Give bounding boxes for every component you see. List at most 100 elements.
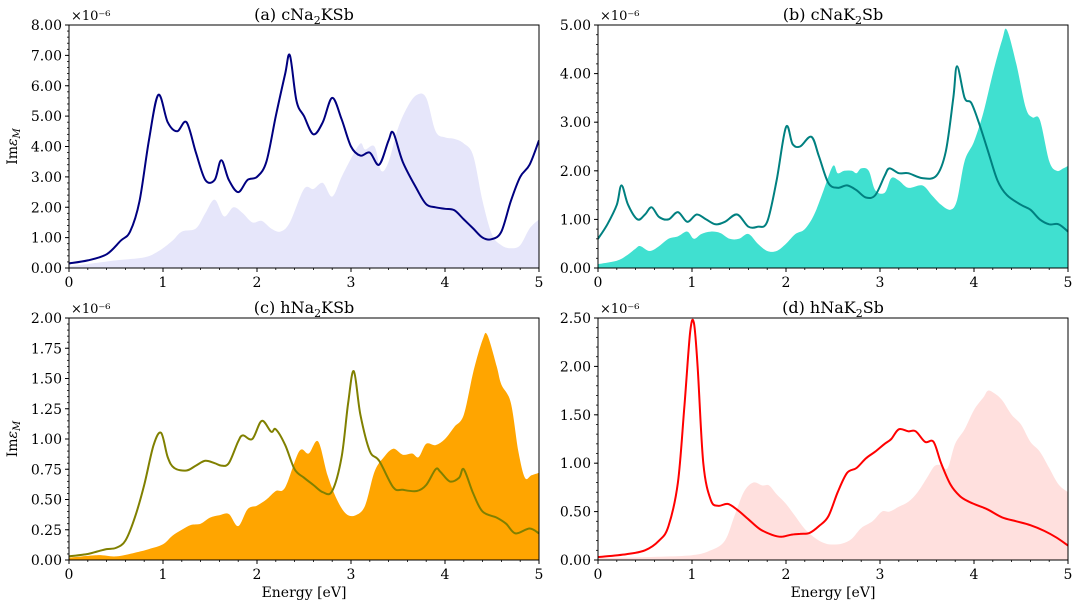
axis-offset-label: ×10⁻⁶ bbox=[71, 9, 111, 24]
x-tick-label: 0 bbox=[65, 567, 74, 583]
title-main: (a) cNa bbox=[254, 5, 314, 24]
y-tick-label: 1.50 bbox=[31, 372, 62, 388]
y-tick-label: 0.00 bbox=[560, 261, 591, 277]
x-tick-label: 3 bbox=[347, 275, 356, 291]
x-tick-label: 3 bbox=[876, 567, 885, 583]
plot-area bbox=[598, 318, 1068, 560]
title-subscript: 2 bbox=[314, 307, 321, 320]
x-tick-label: 4 bbox=[441, 275, 450, 291]
x-tick-label: 5 bbox=[1064, 567, 1073, 583]
y-tick-label: 1.00 bbox=[31, 231, 62, 247]
panel-title: (b) cNaK2Sb bbox=[783, 5, 883, 27]
x-tick-label: 3 bbox=[876, 275, 885, 291]
y-tick-label: 0.00 bbox=[31, 553, 62, 569]
y-tick-label: 2.00 bbox=[31, 311, 62, 327]
axis-offset-label: ×10⁻⁶ bbox=[71, 302, 111, 317]
panel-a: 0 1 2 3 4 5 0.00 1.00 2.00 3.00 4.00 5.00 6.00 7.00 8.… bbox=[5, 5, 543, 291]
x-tick-label: 2 bbox=[253, 275, 262, 291]
y-axis-label: ImεM bbox=[5, 420, 23, 457]
panel-title: (a) cNa2KSb bbox=[254, 5, 354, 27]
x-tick-label: 4 bbox=[970, 567, 979, 583]
title-rest: KSb bbox=[321, 5, 354, 24]
y-tick-label: 0.25 bbox=[31, 523, 62, 539]
y-tick-label: 1.50 bbox=[560, 408, 591, 424]
axis-offset-label: ×10⁻⁶ bbox=[600, 302, 640, 317]
title-subscript: 2 bbox=[314, 14, 321, 27]
y-label-subscript: M bbox=[12, 420, 23, 432]
panel-b: 0 1 2 3 4 5 0.00 1.00 2.00 3.00 4.00 5.00 ×10⁻⁶ (b) c… bbox=[560, 5, 1073, 291]
title-subscript: 2 bbox=[855, 14, 862, 27]
series-fill-area bbox=[69, 93, 539, 268]
panel-title: (d) hNaK2Sb bbox=[782, 298, 884, 320]
x-axis-label: Energy [eV] bbox=[262, 585, 347, 601]
series-fill-area bbox=[69, 332, 539, 560]
title-main: (c) hNa bbox=[254, 298, 315, 317]
x-tick-label: 1 bbox=[159, 567, 168, 583]
y-tick-label: 2.00 bbox=[31, 200, 62, 216]
x-tick-label: 1 bbox=[688, 567, 697, 583]
axis-offset-label: ×10⁻⁶ bbox=[600, 9, 640, 24]
x-tick-label: 5 bbox=[535, 275, 544, 291]
y-label-im: Im bbox=[5, 438, 21, 457]
y-tick-label: 6.00 bbox=[31, 79, 62, 95]
y-tick-label: 0.50 bbox=[31, 493, 62, 509]
x-tick-label: 5 bbox=[535, 567, 544, 583]
x-tick-label: 5 bbox=[1064, 275, 1073, 291]
series-fill-area bbox=[598, 28, 1068, 268]
y-label-im: Im bbox=[5, 146, 21, 165]
plot-area bbox=[69, 332, 539, 560]
y-tick-label: 8.00 bbox=[31, 18, 62, 34]
y-tick-label: 7.00 bbox=[31, 48, 62, 64]
y-tick-label: 0.00 bbox=[560, 553, 591, 569]
title-rest: Sb bbox=[863, 298, 884, 317]
y-tick-label: 3.00 bbox=[560, 115, 591, 131]
y-tick-label: 1.00 bbox=[31, 432, 62, 448]
panel-d: 0 1 2 3 4 5 0.00 0.50 1.00 1.50 2.00 2.50 ×10⁻⁶ (d) h… bbox=[560, 298, 1073, 601]
axes-frame bbox=[597, 317, 1069, 561]
series-line bbox=[598, 65, 1068, 240]
y-tick-label: 0.00 bbox=[31, 261, 62, 277]
y-tick-label: 1.00 bbox=[560, 212, 591, 228]
title-main: (b) cNaK bbox=[783, 5, 856, 24]
y-tick-label: 5.00 bbox=[31, 109, 62, 125]
plot-area bbox=[598, 28, 1068, 268]
series-line bbox=[69, 53, 539, 265]
title-subscript: 2 bbox=[856, 307, 863, 320]
series-line bbox=[598, 318, 1068, 559]
title-rest: Sb bbox=[862, 5, 883, 24]
y-tick-label: 0.75 bbox=[31, 462, 62, 478]
x-tick-label: 1 bbox=[688, 275, 697, 291]
x-tick-label: 0 bbox=[594, 275, 603, 291]
y-tick-label: 4.00 bbox=[31, 140, 62, 156]
panel-c: 0 1 2 3 4 5 0.00 0.25 0.50 0.75 1.00 1.25 1.50 1.75 2.… bbox=[5, 298, 543, 601]
x-tick-label: 2 bbox=[253, 567, 262, 583]
plot-area bbox=[69, 53, 539, 268]
y-tick-label: 5.00 bbox=[560, 18, 591, 34]
y-tick-label: 1.25 bbox=[31, 402, 62, 418]
y-label-epsilon: ε bbox=[5, 138, 21, 146]
x-tick-label: 4 bbox=[970, 275, 979, 291]
y-tick-label: 2.00 bbox=[560, 359, 591, 375]
x-axis-label: Energy [eV] bbox=[791, 585, 876, 601]
title-main: (d) hNaK bbox=[782, 298, 857, 317]
y-label-subscript: M bbox=[12, 127, 23, 139]
y-tick-label: 1.00 bbox=[560, 456, 591, 472]
title-rest: KSb bbox=[321, 298, 354, 317]
y-tick-label: 3.00 bbox=[31, 170, 62, 186]
x-tick-label: 2 bbox=[782, 275, 791, 291]
series-fill-area bbox=[598, 390, 1068, 560]
x-tick-label: 0 bbox=[65, 275, 74, 291]
x-tick-label: 0 bbox=[594, 567, 603, 583]
y-tick-label: 2.00 bbox=[560, 164, 591, 180]
panel-title: (c) hNa2KSb bbox=[254, 298, 355, 320]
axes-frame bbox=[597, 24, 1069, 269]
y-tick-label: 2.50 bbox=[560, 311, 591, 327]
x-tick-label: 1 bbox=[159, 275, 168, 291]
y-tick-label: 0.50 bbox=[560, 505, 591, 521]
y-axis-label: ImεM bbox=[5, 127, 23, 164]
x-tick-label: 2 bbox=[782, 567, 791, 583]
y-tick-label: 1.75 bbox=[31, 341, 62, 357]
y-tick-label: 4.00 bbox=[560, 67, 591, 83]
x-tick-label: 3 bbox=[347, 567, 356, 583]
